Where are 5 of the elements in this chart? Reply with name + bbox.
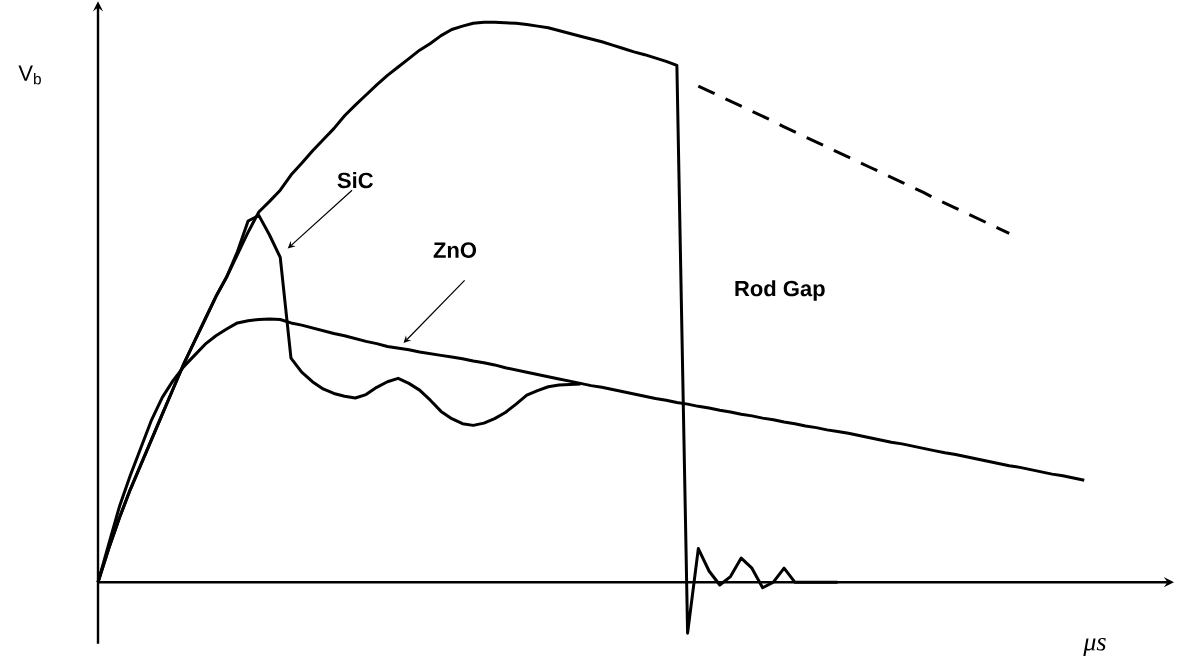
y-axis-title: V$_{b}$ [18,65,41,85]
text: Rod Gap [735,280,825,301]
text: ZnO [433,242,477,258]
x-axis-title: μs [1083,637,1106,656]
text: SiC [337,171,374,189]
